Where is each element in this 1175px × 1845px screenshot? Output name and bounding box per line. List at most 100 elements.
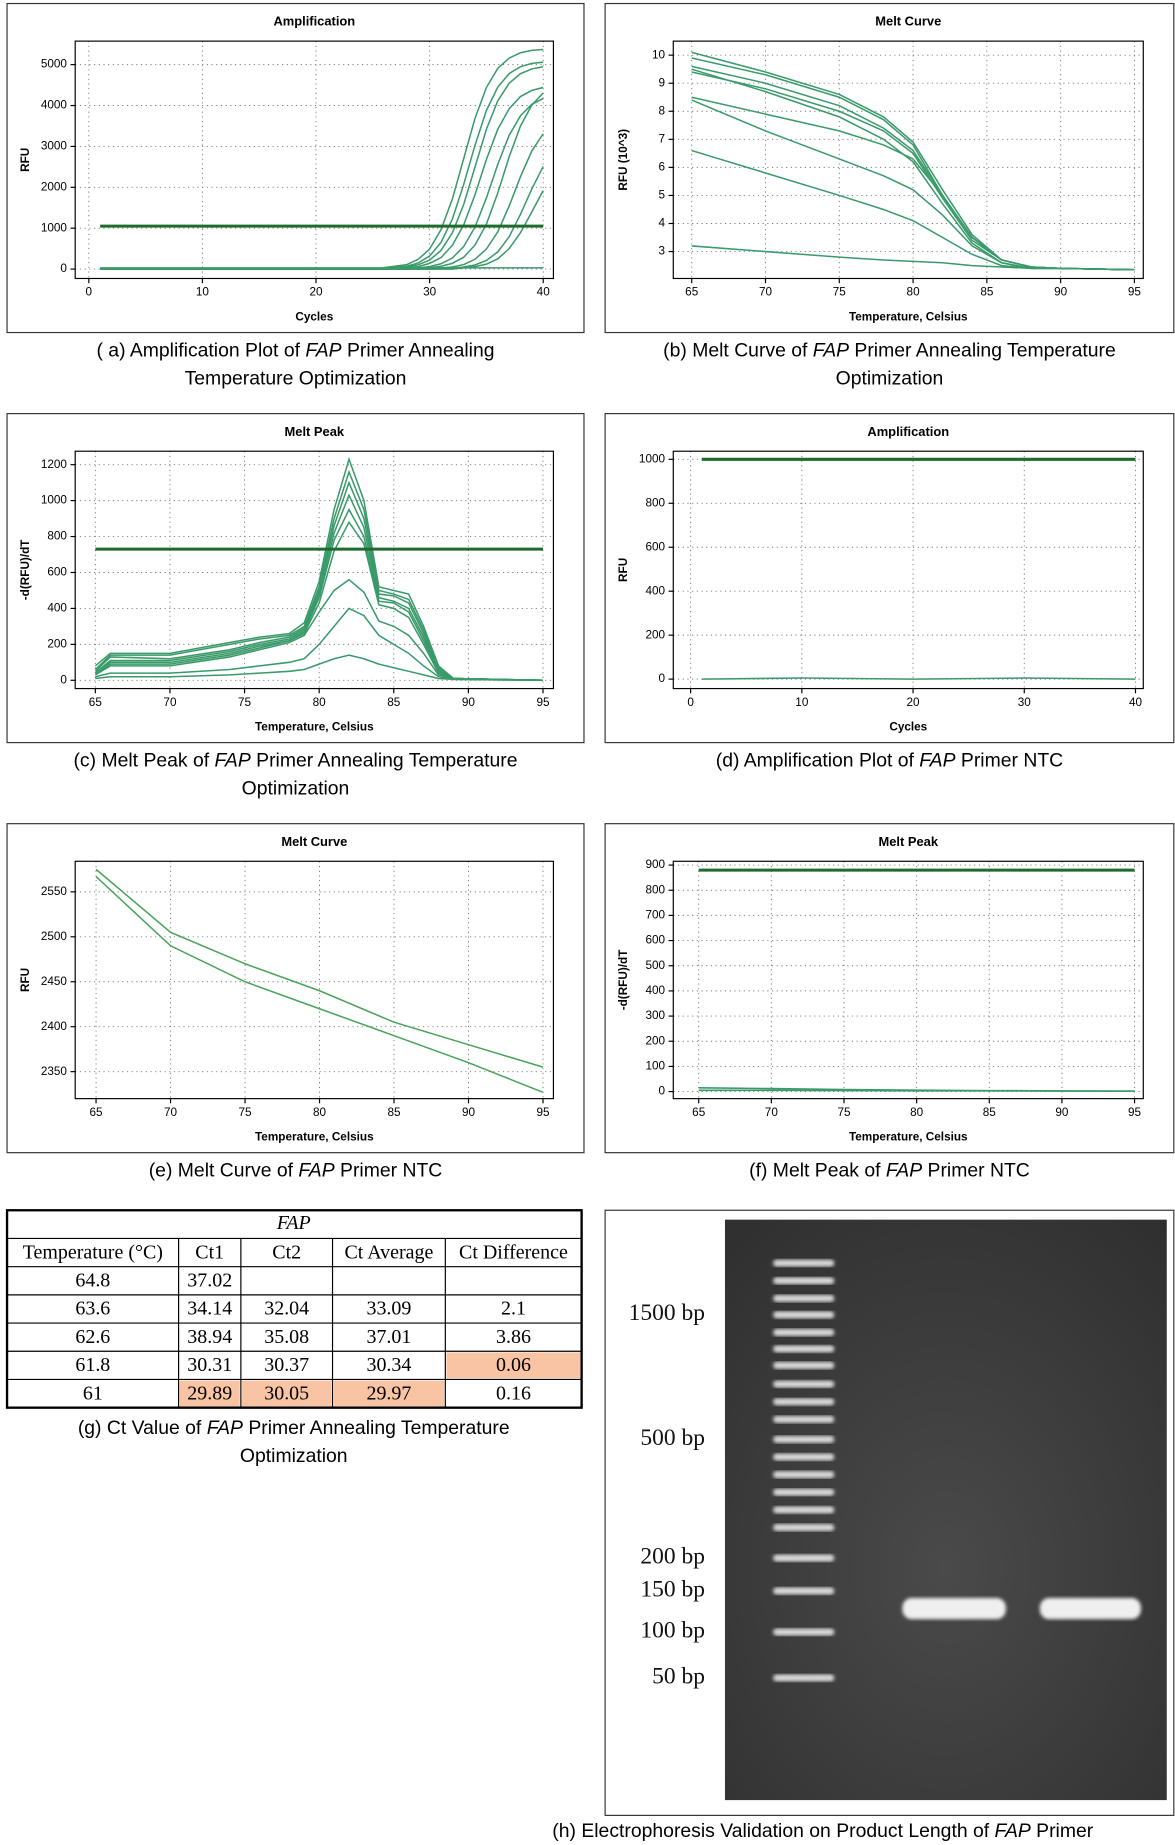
table-cell: 30.31 [187, 1354, 232, 1376]
x-tick-label: 95 [1128, 286, 1142, 299]
curve [100, 190, 544, 270]
size-label: 100 bp [640, 1617, 705, 1643]
ladder-band [773, 1361, 835, 1369]
size-label: 50 bp [652, 1663, 705, 1689]
y-tick-label: 100 [645, 1060, 665, 1073]
chart-title: Melt Peak [879, 834, 939, 849]
caption-text: Temperature Optimization [185, 368, 407, 390]
y-tick-label: 5 [659, 189, 666, 202]
ladder-band [773, 1398, 835, 1406]
y-tick-label: 600 [645, 934, 665, 947]
caption-italic: FAP [995, 1820, 1031, 1842]
ladder-band [773, 1471, 835, 1479]
curve [94, 469, 543, 682]
chart-panel: Amplification Cycles RFU 0 10 20 30 40 0 1000 2000… [6, 2, 585, 390]
plot-frame [74, 860, 555, 1100]
y-tick-label: 4 [659, 217, 666, 230]
table-header: Ct Average [344, 1241, 433, 1263]
table-cell: 34.14 [187, 1298, 232, 1320]
ladder-band [773, 1435, 835, 1443]
y-tick-label: 2350 [41, 1065, 68, 1078]
y-tick-label: 2550 [41, 885, 68, 898]
curve [698, 1089, 1135, 1092]
curve [94, 507, 543, 682]
ladder-band [773, 1587, 835, 1595]
size-label: 200 bp [640, 1543, 705, 1569]
caption-text: (c) Melt Peak of [73, 750, 214, 772]
plot-frame [74, 40, 555, 280]
caption-text: (b) Melt Curve of [663, 339, 813, 361]
x-tick-label: 80 [313, 696, 327, 709]
ladder-band [773, 1523, 835, 1532]
table-cell: 37.01 [366, 1326, 411, 1348]
caption-text: Primer Annealing Temperature [243, 1417, 510, 1439]
x-tick-label: 80 [907, 286, 921, 299]
x-tick-label: 65 [90, 1106, 104, 1119]
chart-title: Melt Peak [285, 424, 345, 439]
ladder-band [773, 1294, 835, 1302]
caption-italic: FAP [215, 750, 251, 772]
x-tick-label: 95 [1128, 1106, 1142, 1119]
ladder-band [773, 1277, 835, 1285]
x-axis-label: Cycles [889, 720, 927, 733]
caption-text: (f) Melt Peak of [749, 1160, 886, 1182]
product-band [902, 1598, 1006, 1620]
curve [94, 456, 543, 682]
curve [94, 493, 543, 682]
y-tick-label: 8 [659, 104, 666, 117]
y-tick-label: 400 [645, 984, 665, 997]
chart-title: Amplification [273, 14, 355, 29]
size-label: 1500 bp [629, 1300, 705, 1326]
x-tick-label: 70 [759, 286, 773, 299]
highlight-cell [446, 1352, 581, 1379]
y-tick-label: 2500 [41, 930, 68, 943]
y-tick-label: 1000 [41, 494, 68, 507]
caption-text: Primer Annealing Temperature [251, 750, 518, 772]
y-tick-label: 300 [645, 1009, 665, 1022]
y-tick-label: 1200 [41, 458, 68, 471]
caption: Optimization [836, 368, 944, 390]
table-cell: 62.6 [75, 1326, 110, 1348]
ladder-band [773, 1674, 835, 1682]
caption-text: (e) Melt Curve of [149, 1160, 299, 1182]
x-tick-label: 70 [164, 1106, 178, 1119]
gel-panel: 1500 bp 500 bp 200 bp 150 bp 100 bp 50 bp (h) … [552, 1209, 1175, 1842]
y-tick-label: 2450 [41, 975, 68, 988]
y-axis-label: RFU [617, 558, 630, 582]
caption-italic: FAP [919, 750, 955, 772]
table-cell: 38.94 [187, 1326, 232, 1348]
caption-text: Primer NTC [335, 1160, 443, 1182]
x-tick-label: 85 [980, 286, 994, 299]
chart-panel: Melt Peak Temperature, Celsius -d(RFU)/dT 6… [604, 823, 1175, 1182]
table-header: Ct2 [272, 1241, 301, 1263]
y-axis-label: RFU (10^3) [617, 129, 630, 191]
table-cell: 61 [83, 1382, 103, 1404]
table-cell: 0.06 [496, 1354, 531, 1376]
x-tick-label: 65 [89, 696, 103, 709]
y-tick-label: 200 [645, 628, 665, 641]
caption: Optimization [242, 778, 350, 800]
x-tick-label: 10 [196, 286, 210, 299]
table-header: Ct1 [195, 1241, 224, 1263]
x-tick-label: 0 [86, 286, 93, 299]
caption-text: Optimization [242, 778, 350, 800]
table-cell: 0.16 [496, 1382, 531, 1404]
table-cell: 33.09 [366, 1298, 411, 1320]
chart-title: Melt Curve [281, 834, 347, 849]
table-cell: 64.8 [75, 1270, 110, 1292]
plot-frame [672, 860, 1144, 1100]
highlight-cell [242, 1380, 332, 1407]
y-tick-label: 800 [645, 883, 665, 896]
y-tick-label: 7 [659, 132, 666, 145]
product-band [1039, 1598, 1141, 1620]
y-tick-label: 9 [659, 76, 666, 89]
plot-area [75, 861, 554, 1099]
x-tick-label: 95 [536, 696, 550, 709]
curve [691, 96, 1135, 271]
chart-panel: Melt Curve Temperature, Celsius RFU (10^3)… [604, 2, 1175, 390]
y-tick-label: 0 [659, 1085, 666, 1098]
ct-table: FAP Temperature (°C) Ct1 Ct2 Ct Average Ct Di… [5, 1209, 583, 1467]
y-tick-label: 900 [645, 858, 665, 871]
plot-area [673, 41, 1144, 279]
